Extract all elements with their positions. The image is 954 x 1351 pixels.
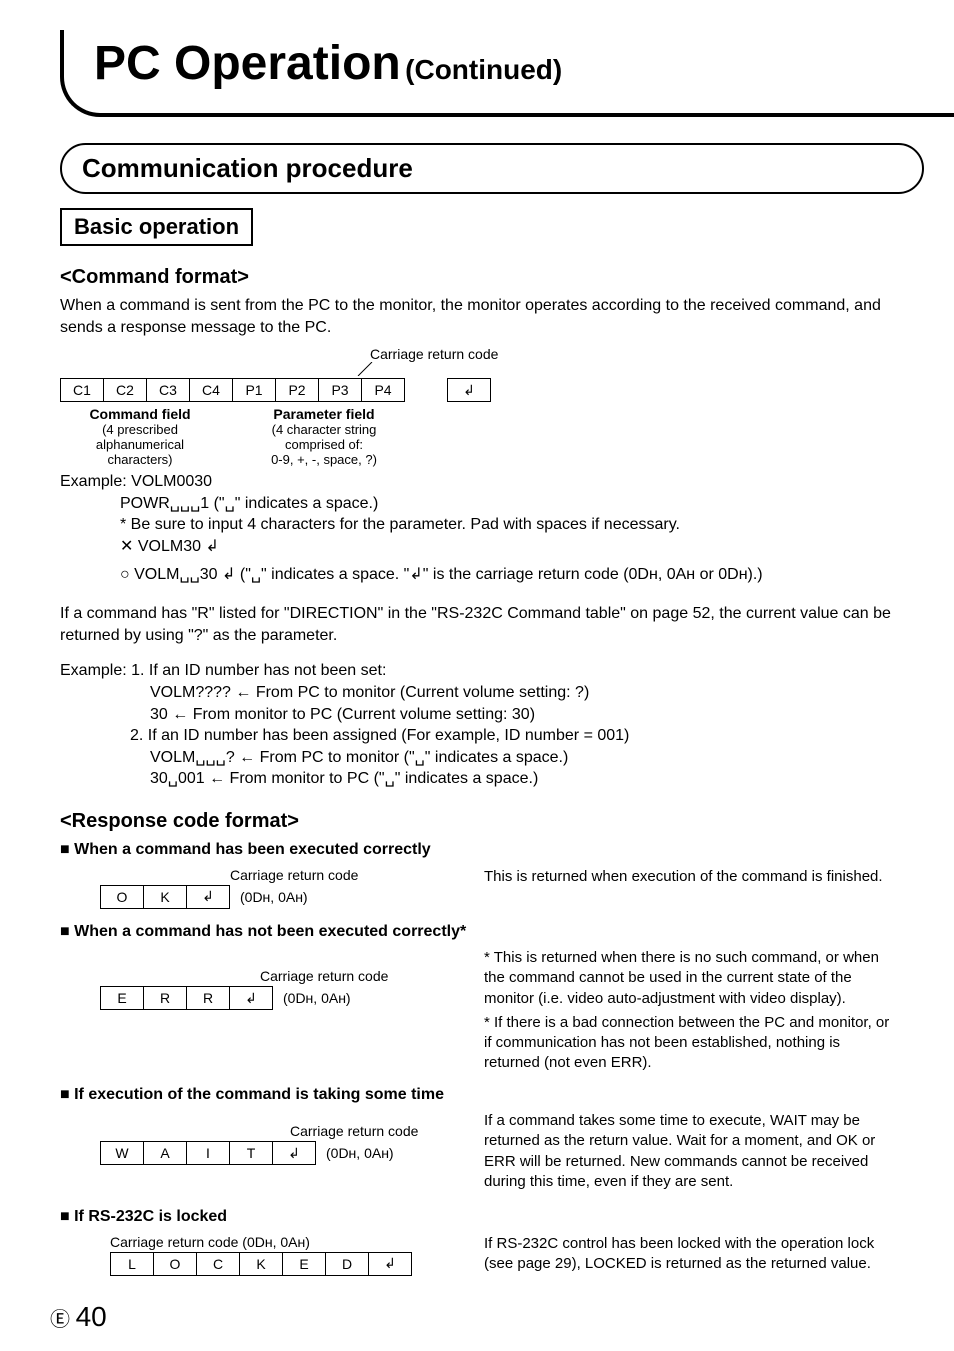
resp-cell: K — [144, 885, 187, 908]
example2-line: 30 ← From monitor to PC (Current volume … — [150, 704, 894, 726]
resp-wait-cells: W A I T ↲ — [100, 1141, 316, 1165]
example2-line: 30␣001 ← From monitor to PC ("␣" indicat… — [150, 768, 894, 790]
resp-cell: ↲ — [187, 885, 230, 908]
cr-label: Carriage return code — [260, 968, 460, 984]
resp-cell: O — [101, 885, 144, 908]
cmd-cell: C4 — [190, 379, 233, 402]
command-cells-table: C1 C2 C3 C4 P1 P2 P3 P4 ↲ — [60, 378, 491, 402]
resp-cell: E — [283, 1252, 326, 1275]
section-heading: Communication procedure — [60, 143, 924, 194]
cmd-cell-cr: ↲ — [448, 379, 491, 402]
resp-cell: L — [111, 1252, 154, 1275]
subsection-heading: Basic operation — [60, 208, 253, 246]
cmd-cell: P4 — [362, 379, 405, 402]
resp-err-title: When a command has not been executed cor… — [60, 921, 894, 943]
resp-cell: A — [144, 1142, 187, 1165]
command-format-heading: <Command format> — [60, 266, 894, 289]
example-bad: ✕ VOLM30 ↲ — [120, 536, 894, 558]
cr-label: Carriage return code — [230, 867, 460, 883]
example-powr: POWR␣␣␣1 ("␣" indicates a space.) — [120, 493, 894, 515]
command-field-title: Command field — [89, 406, 190, 422]
resp-cell: ↲ — [273, 1142, 316, 1165]
cr-label: Carriage return code — [290, 1123, 460, 1139]
response-format-heading: <Response code format> — [60, 810, 894, 833]
resp-cell: ↲ — [369, 1252, 412, 1275]
parameter-field-desc: Parameter field (4 character string comp… — [244, 406, 404, 467]
leader-line-icon — [60, 362, 460, 376]
cr-label: Carriage return code (0Dʜ, 0Aʜ) — [110, 1234, 460, 1250]
cmd-cell: P2 — [276, 379, 319, 402]
resp-cell: R — [144, 987, 187, 1010]
footer-mark: Ⓔ — [50, 1309, 70, 1331]
cmd-cell: P1 — [233, 379, 276, 402]
r-direction-para: If a command has "R" listed for "DIRECTI… — [60, 603, 894, 646]
example-note: * Be sure to input 4 characters for the … — [120, 514, 894, 536]
cr-hex: (0Dʜ, 0Aʜ) — [326, 1145, 394, 1161]
resp-cell: ↲ — [230, 987, 273, 1010]
command-field-desc: Command field (4 prescribed alphanumeric… — [60, 406, 220, 467]
resp-err-diagram: Carriage return code E R R ↲ (0Dʜ, 0Aʜ) — [60, 948, 460, 1074]
resp-cell: T — [230, 1142, 273, 1165]
resp-ok-title: When a command has been executed correct… — [60, 839, 894, 861]
cr-hex: (0Dʜ, 0Aʜ) — [240, 889, 308, 905]
resp-cell: D — [326, 1252, 369, 1275]
cmd-cell: C2 — [104, 379, 147, 402]
resp-wait-diagram: Carriage return code W A I T ↲ (0Dʜ, 0Aʜ… — [60, 1111, 460, 1192]
cr-hex: (0Dʜ, 0Aʜ) — [283, 990, 351, 1006]
example-good: ○ VOLM␣␣30 ↲ ("␣" indicates a space. "↲"… — [120, 564, 894, 586]
resp-err-note: * If there is a bad connection between t… — [484, 1013, 894, 1074]
page-footer: Ⓔ 40 — [50, 1301, 107, 1333]
resp-err-cells: E R R ↲ — [100, 986, 273, 1010]
example2-case2: 2. If an ID number has been assigned (Fo… — [130, 725, 894, 747]
cmd-cell: C1 — [61, 379, 104, 402]
parameter-field-title: Parameter field — [273, 406, 374, 422]
parameter-field-line: (4 character string — [272, 422, 377, 437]
page-title-continued: (Continued) — [405, 54, 562, 85]
resp-cell: I — [187, 1142, 230, 1165]
example2-line: VOLM???? ← From PC to monitor (Current v… — [150, 682, 894, 704]
resp-locked-title: If RS-232C is locked — [60, 1206, 894, 1228]
example-label: Example: VOLM0030 — [60, 471, 894, 493]
resp-ok-diagram: Carriage return code O K ↲ (0Dʜ, 0Aʜ) — [60, 867, 460, 911]
example2-line: VOLM␣␣␣? ← From PC to monitor ("␣" indic… — [150, 747, 894, 769]
command-field-line: (4 prescribed — [102, 422, 178, 437]
page-title: PC Operation — [94, 37, 401, 90]
page-number: 40 — [76, 1301, 107, 1332]
command-field-line: characters) — [107, 452, 172, 467]
command-field-line: alphanumerical — [96, 437, 184, 452]
resp-locked-cells: L O C K E D ↲ — [110, 1252, 412, 1276]
resp-wait-text: If a command takes some time to execute,… — [484, 1111, 894, 1192]
resp-cell: R — [187, 987, 230, 1010]
resp-ok-text: This is returned when execution of the c… — [484, 867, 894, 911]
resp-locked-diagram: Carriage return code (0Dʜ, 0Aʜ) L O C K … — [60, 1234, 460, 1278]
page-title-wrap: PC Operation (Continued) — [60, 30, 954, 117]
parameter-field-line: 0-9, +, -, space, ?) — [271, 452, 377, 467]
resp-cell: E — [101, 987, 144, 1010]
resp-cell: O — [154, 1252, 197, 1275]
resp-cell: K — [240, 1252, 283, 1275]
cmd-cell: C3 — [147, 379, 190, 402]
resp-locked-text: If RS-232C control has been locked with … — [484, 1234, 894, 1278]
example2-label: Example: 1. If an ID number has not been… — [60, 660, 894, 682]
resp-cell: W — [101, 1142, 144, 1165]
resp-cell: C — [197, 1252, 240, 1275]
resp-err-note: * This is returned when there is no such… — [484, 948, 894, 1009]
resp-err-notes: * This is returned when there is no such… — [484, 948, 894, 1074]
cmd-cell: P3 — [319, 379, 362, 402]
command-format-intro: When a command is sent from the PC to th… — [60, 295, 894, 338]
resp-ok-cells: O K ↲ — [100, 885, 230, 909]
parameter-field-line: comprised of: — [285, 437, 363, 452]
resp-wait-title: If execution of the command is taking so… — [60, 1084, 894, 1106]
carriage-return-label: Carriage return code — [370, 346, 894, 362]
